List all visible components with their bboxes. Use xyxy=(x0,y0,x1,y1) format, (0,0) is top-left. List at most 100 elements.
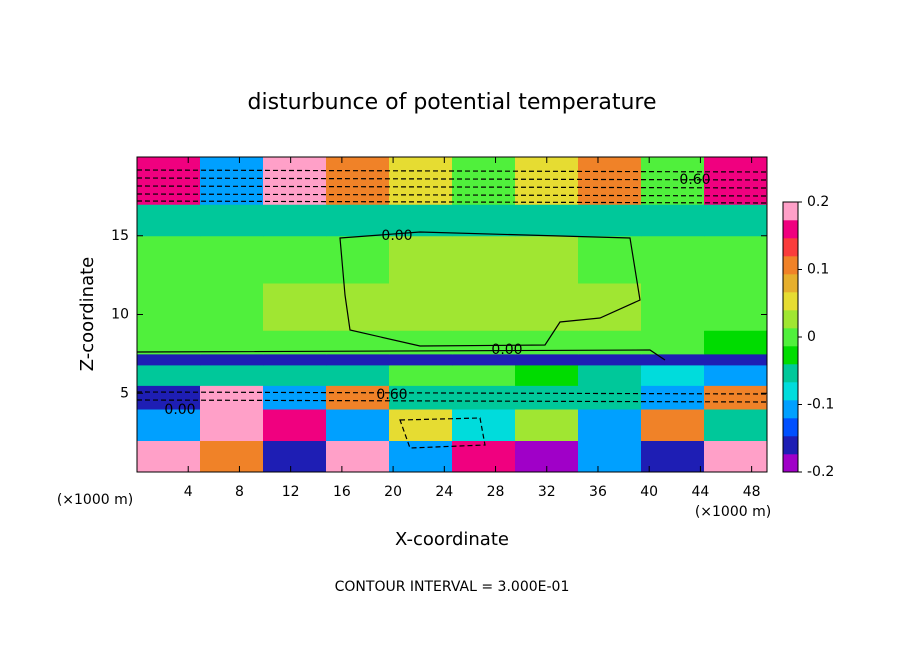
cell xyxy=(389,364,453,386)
cell xyxy=(704,440,768,473)
cell xyxy=(263,409,327,441)
cell xyxy=(515,157,579,205)
cell xyxy=(452,235,516,284)
cell xyxy=(641,385,705,410)
contour-label: 0.00 xyxy=(491,342,522,358)
cell xyxy=(263,440,327,473)
cell xyxy=(578,364,642,386)
cell xyxy=(389,235,453,284)
cell xyxy=(704,204,768,237)
cell xyxy=(326,283,390,331)
contour-line xyxy=(136,169,768,204)
cell xyxy=(515,204,579,237)
contour-line xyxy=(399,417,486,449)
x-tick-label: 4 xyxy=(184,484,193,500)
x-tick-label: 48 xyxy=(743,484,761,500)
colorbar-tick-label: 0 xyxy=(807,329,816,345)
x-unit: (×1000 m) xyxy=(57,492,133,508)
cell xyxy=(578,385,642,410)
cell xyxy=(137,235,201,284)
x-tick-label: 36 xyxy=(589,484,607,500)
cell xyxy=(641,204,705,237)
colorbar-tick-label: 0.2 xyxy=(807,194,829,210)
cell xyxy=(515,364,579,386)
cell xyxy=(326,440,390,473)
colorbar-swatch xyxy=(783,418,798,437)
cell xyxy=(137,364,201,386)
cell xyxy=(704,353,768,366)
y-tick-label: 10 xyxy=(111,307,129,323)
cell xyxy=(452,385,516,410)
cell xyxy=(452,157,516,205)
y-axis-label: Z-coordinate xyxy=(77,257,98,372)
contour-line xyxy=(339,231,641,347)
colorbar-swatch xyxy=(783,400,798,419)
cell xyxy=(389,440,453,473)
cell xyxy=(389,353,453,366)
cell xyxy=(137,204,201,237)
cell xyxy=(389,409,453,441)
contour-label: 0.60 xyxy=(376,387,407,403)
footer: CONTOUR INTERVAL = 3.000E-01 xyxy=(335,579,570,595)
cell xyxy=(137,330,201,355)
cell xyxy=(137,385,201,410)
colorbar-swatch xyxy=(783,202,798,221)
cell xyxy=(641,157,705,205)
colorbar-swatch xyxy=(783,346,798,365)
contour-label: 0.60 xyxy=(679,172,710,188)
cell xyxy=(704,283,768,331)
x-tick-label: 28 xyxy=(487,484,505,500)
cell xyxy=(578,409,642,441)
cell xyxy=(641,364,705,386)
cell xyxy=(389,204,453,237)
x-axis-label: X-coordinate xyxy=(395,529,509,550)
x-tick-label: 8 xyxy=(235,484,244,500)
contour-line xyxy=(136,349,666,361)
cell xyxy=(578,157,642,205)
x-tick-label: 32 xyxy=(538,484,556,500)
contour-label: 0.00 xyxy=(164,402,195,418)
cell xyxy=(326,353,390,366)
x-tick-label: 12 xyxy=(282,484,300,500)
cell xyxy=(263,353,327,366)
cell xyxy=(704,385,768,410)
x-tick-label: 40 xyxy=(640,484,658,500)
colorbar-tick-label: -0.1 xyxy=(807,397,834,413)
cell xyxy=(578,235,642,284)
cell xyxy=(515,385,579,410)
cell xyxy=(200,157,264,205)
x-tick-label: 44 xyxy=(692,484,710,500)
colorbar-swatch xyxy=(783,382,798,401)
cell xyxy=(452,283,516,331)
cell xyxy=(200,353,264,366)
cell xyxy=(137,353,201,366)
cell xyxy=(326,235,390,284)
cell xyxy=(263,157,327,205)
colorbar-swatch xyxy=(783,220,798,239)
cell xyxy=(263,385,327,410)
cell xyxy=(263,330,327,355)
cell xyxy=(200,235,264,284)
y-tick-label: 5 xyxy=(120,385,129,401)
colorbar-swatch xyxy=(783,292,798,311)
cell xyxy=(326,157,390,205)
cell xyxy=(326,204,390,237)
contour-label: 0.00 xyxy=(381,228,412,244)
cell xyxy=(200,204,264,237)
cell xyxy=(704,330,768,355)
cell xyxy=(704,409,768,441)
cell xyxy=(200,364,264,386)
cell xyxy=(263,235,327,284)
cell xyxy=(704,364,768,386)
cell xyxy=(452,353,516,366)
chart-title: disturbunce of potential temperature xyxy=(248,90,657,115)
cell xyxy=(263,364,327,386)
y-tick-label: 15 xyxy=(111,228,129,244)
cell xyxy=(452,364,516,386)
cell xyxy=(515,283,579,331)
contour-line xyxy=(136,391,768,403)
colorbar-swatch xyxy=(783,328,798,347)
field xyxy=(137,157,768,473)
cell xyxy=(704,157,768,205)
